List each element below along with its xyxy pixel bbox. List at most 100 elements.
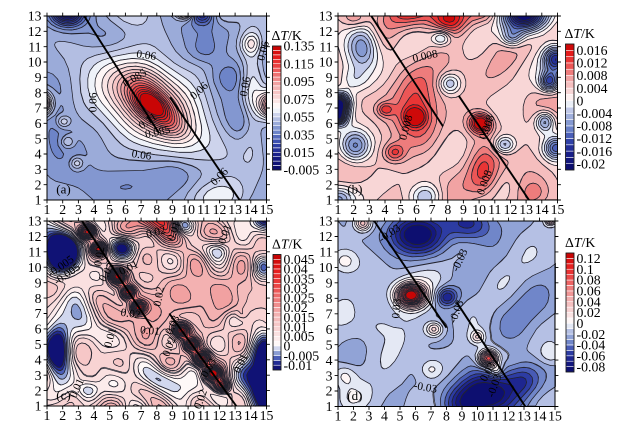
svg-text:13: 13	[517, 409, 531, 424]
svg-text:2: 2	[59, 202, 66, 217]
svg-text:ΔT/K: ΔT/K	[565, 235, 595, 250]
svg-text:6: 6	[326, 322, 333, 337]
svg-text:4: 4	[35, 147, 42, 162]
svg-text:5: 5	[326, 131, 333, 146]
svg-text:2: 2	[35, 383, 42, 398]
svg-text:0.115: 0.115	[284, 56, 315, 71]
svg-text:10: 10	[28, 260, 42, 275]
svg-text:6: 6	[35, 322, 42, 337]
svg-text:-0.016: -0.016	[577, 144, 613, 159]
svg-text:7: 7	[35, 306, 42, 321]
svg-text:12: 12	[319, 229, 333, 244]
svg-text:6: 6	[35, 116, 42, 131]
svg-text:0.012: 0.012	[577, 56, 608, 71]
svg-text:13: 13	[519, 202, 533, 217]
svg-text:5: 5	[326, 337, 333, 352]
svg-text:9: 9	[169, 408, 176, 423]
svg-text:6: 6	[413, 202, 420, 217]
svg-text:5: 5	[397, 409, 404, 424]
svg-text:13: 13	[228, 202, 242, 217]
svg-text:0.01: 0.01	[102, 327, 119, 349]
svg-text:0.03: 0.03	[390, 298, 404, 319]
svg-text:3: 3	[326, 368, 333, 383]
svg-text:-0.005: -0.005	[284, 163, 320, 178]
svg-text:-0.06: -0.06	[577, 349, 606, 364]
svg-text:(b): (b)	[347, 181, 362, 196]
svg-text:1: 1	[326, 193, 333, 208]
svg-text:11: 11	[197, 202, 210, 217]
svg-text:12: 12	[28, 24, 42, 39]
svg-text:0.06: 0.06	[87, 92, 99, 112]
svg-text:1: 1	[335, 409, 342, 424]
svg-text:3: 3	[35, 162, 42, 177]
svg-text:15: 15	[260, 408, 274, 423]
svg-text:0: 0	[577, 93, 584, 108]
svg-text:6: 6	[412, 409, 419, 424]
svg-text:0.06: 0.06	[131, 148, 153, 163]
svg-text:3: 3	[75, 202, 82, 217]
svg-text:0.08: 0.08	[577, 273, 601, 288]
svg-text:9: 9	[35, 70, 42, 85]
svg-text:12: 12	[213, 408, 227, 423]
svg-text:12: 12	[28, 229, 42, 244]
svg-text:0.135: 0.135	[284, 39, 315, 54]
svg-text:9: 9	[459, 409, 466, 424]
svg-text:7: 7	[138, 202, 145, 217]
svg-text:0.045: 0.045	[284, 252, 315, 267]
svg-text:2: 2	[35, 177, 42, 192]
svg-text:-0.03: -0.03	[413, 380, 439, 396]
svg-text:1: 1	[326, 399, 333, 414]
svg-text:-0.008: -0.008	[577, 119, 613, 134]
svg-text:7: 7	[326, 101, 333, 116]
svg-text:(a): (a)	[56, 181, 70, 196]
svg-text:0.03: 0.03	[284, 281, 308, 296]
svg-text:9: 9	[35, 275, 42, 290]
svg-text:ΔT/K: ΔT/K	[272, 237, 302, 252]
svg-text:5: 5	[397, 202, 404, 217]
svg-text:2: 2	[350, 202, 357, 217]
svg-text:7: 7	[326, 306, 333, 321]
svg-text:6: 6	[122, 408, 129, 423]
svg-text:0.008: 0.008	[577, 68, 608, 83]
svg-text:8: 8	[153, 202, 160, 217]
svg-text:3: 3	[366, 202, 373, 217]
svg-text:0.01: 0.01	[284, 319, 308, 334]
svg-text:2: 2	[326, 177, 333, 192]
svg-text:3: 3	[366, 409, 373, 424]
svg-text:ΔT/K: ΔT/K	[272, 28, 302, 43]
svg-text:10: 10	[181, 408, 195, 423]
svg-text:0.04: 0.04	[577, 294, 601, 309]
svg-text:11: 11	[28, 39, 41, 54]
svg-text:5: 5	[106, 202, 113, 217]
svg-text:0.005: 0.005	[284, 329, 315, 344]
svg-text:10: 10	[471, 409, 485, 424]
svg-text:10: 10	[28, 55, 42, 70]
svg-text:6: 6	[122, 202, 129, 217]
svg-text:3: 3	[75, 408, 82, 423]
svg-text:-0.005: -0.005	[284, 348, 320, 363]
svg-text:12: 12	[213, 202, 227, 217]
svg-text:0.02: 0.02	[120, 307, 142, 322]
svg-text:10: 10	[319, 55, 333, 70]
svg-text:4: 4	[91, 202, 98, 217]
svg-text:0.085: 0.085	[144, 124, 172, 141]
svg-text:8: 8	[153, 408, 160, 423]
svg-text:4: 4	[326, 147, 333, 162]
svg-text:1: 1	[44, 202, 51, 217]
svg-text:0.1: 0.1	[577, 262, 594, 277]
svg-text:2: 2	[350, 409, 357, 424]
svg-text:12: 12	[502, 409, 516, 424]
svg-text:4: 4	[382, 202, 389, 217]
svg-text:(d): (d)	[347, 388, 362, 403]
svg-text:13: 13	[28, 214, 42, 229]
svg-text:2: 2	[59, 408, 66, 423]
svg-text:0.055: 0.055	[284, 110, 315, 125]
svg-text:0.035: 0.035	[284, 271, 315, 286]
svg-text:0.06: 0.06	[136, 48, 158, 63]
svg-text:2: 2	[326, 384, 333, 399]
svg-text:8: 8	[326, 291, 333, 306]
svg-text:0.008: 0.008	[411, 48, 439, 65]
svg-text:-0.08: -0.08	[577, 359, 606, 374]
svg-text:9: 9	[169, 202, 176, 217]
svg-text:(c): (c)	[56, 387, 70, 402]
